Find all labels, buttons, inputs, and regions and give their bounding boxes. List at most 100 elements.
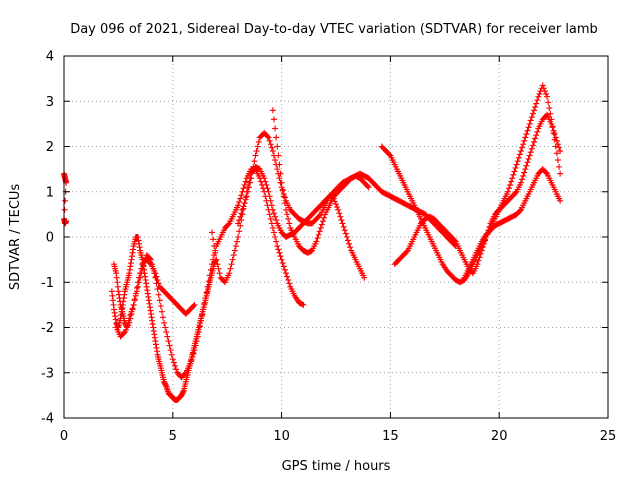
data-point <box>338 217 345 224</box>
data-point <box>275 152 282 159</box>
data-point <box>517 179 524 186</box>
x-axis-label: GPS time / hours <box>282 459 391 474</box>
data-point <box>519 144 526 151</box>
data-point <box>195 329 202 336</box>
data-point <box>242 196 249 203</box>
data-point <box>129 306 136 313</box>
data-point <box>553 150 560 157</box>
data-point <box>168 351 175 358</box>
data-point <box>546 105 553 112</box>
x-tick-label: 5 <box>169 429 177 444</box>
data-point <box>120 330 127 337</box>
x-tick-label: 20 <box>491 429 508 444</box>
grid-lines <box>64 56 608 418</box>
data-point <box>511 168 518 175</box>
data-point <box>212 249 219 256</box>
data-point <box>528 114 535 121</box>
data-point <box>525 124 532 131</box>
data-point <box>188 357 195 364</box>
data-point <box>225 221 232 228</box>
data-point <box>527 149 534 156</box>
data-point <box>230 252 237 259</box>
data-point <box>254 143 261 150</box>
data-point <box>557 170 564 177</box>
data-point <box>557 197 564 204</box>
data-point <box>519 176 526 183</box>
y-tick-label: 0 <box>46 231 54 246</box>
y-tick-label: -4 <box>41 412 54 427</box>
data-point <box>272 213 279 220</box>
data-point <box>284 273 291 280</box>
data-point <box>276 161 283 168</box>
data-point <box>520 141 527 148</box>
data-point <box>240 203 247 210</box>
data-point <box>276 249 283 256</box>
data-point <box>229 256 236 263</box>
data-point <box>523 131 530 138</box>
data-point <box>334 204 341 211</box>
data-point <box>62 197 69 204</box>
data-point <box>242 178 249 185</box>
data-point <box>251 158 258 165</box>
data-point <box>279 186 286 193</box>
data-point <box>542 90 549 97</box>
y-tick-label: 1 <box>46 185 54 200</box>
data-point <box>521 169 528 176</box>
data-point <box>146 260 153 267</box>
data-point <box>474 261 481 268</box>
data-point <box>269 107 276 114</box>
data-point <box>236 198 243 205</box>
x-tick-label: 25 <box>600 429 617 444</box>
data-point <box>255 138 262 145</box>
data-point <box>130 301 137 308</box>
data-point <box>512 189 519 196</box>
data-point <box>477 250 484 257</box>
data-point <box>525 155 532 162</box>
data-point <box>281 200 288 207</box>
y-tick-label: 3 <box>46 95 54 110</box>
data-point <box>208 229 215 236</box>
data-point <box>556 163 563 170</box>
data-point <box>524 159 531 166</box>
data-point <box>554 157 561 164</box>
data-point <box>551 131 558 138</box>
data-point <box>507 181 514 188</box>
data-point <box>249 169 256 176</box>
data-point <box>272 125 279 132</box>
x-tick-label: 10 <box>273 429 290 444</box>
data-point <box>317 224 324 231</box>
data-point <box>524 127 531 134</box>
data-point <box>214 261 221 268</box>
x-tick-label: 0 <box>60 429 68 444</box>
data-points <box>61 82 564 403</box>
data-point <box>318 221 325 228</box>
data-point <box>521 137 528 144</box>
data-point <box>274 243 281 250</box>
data-point <box>236 228 243 235</box>
data-point <box>282 206 289 213</box>
data-point <box>285 215 292 222</box>
data-point <box>268 144 275 151</box>
data-point <box>557 148 564 155</box>
data-point <box>261 175 268 182</box>
data-point <box>365 184 372 191</box>
data-point <box>267 141 274 148</box>
data-point <box>479 244 486 251</box>
data-point <box>206 272 213 279</box>
data-point <box>137 270 144 277</box>
data-point <box>264 133 271 140</box>
data-point <box>266 193 273 200</box>
data-point <box>236 217 243 224</box>
data-point <box>171 362 178 369</box>
data-point <box>475 257 482 264</box>
data-point <box>300 301 307 308</box>
data-point <box>336 210 343 217</box>
data-point <box>280 263 287 270</box>
data-point <box>286 220 293 227</box>
data-point <box>523 162 530 169</box>
data-point <box>531 107 538 114</box>
data-point <box>128 310 135 317</box>
data-point <box>272 234 279 240</box>
y-tick-label: -3 <box>41 366 54 381</box>
data-point <box>279 260 286 267</box>
